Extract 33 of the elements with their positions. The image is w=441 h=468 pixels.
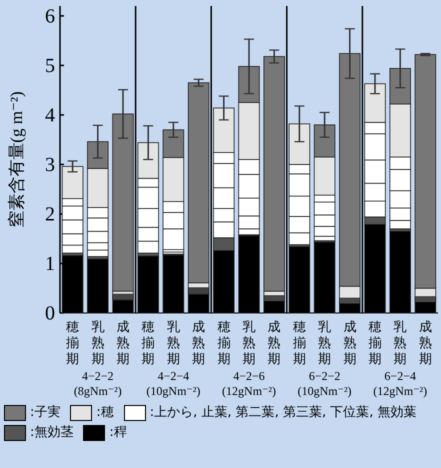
text: 6−2−2 (10gNm⁻²)	[298, 369, 352, 398]
text: 4−2−2 (8gNm⁻²)	[74, 369, 122, 398]
x-tick-label: 乳熟期	[91, 319, 104, 366]
y-tick-label: 5	[45, 54, 55, 77]
x-tick-label: 乳熟期	[166, 319, 180, 366]
y-tick-label: 0	[45, 302, 55, 324]
y-tick-label: 6	[45, 5, 55, 28]
x-tick-label: 成熟期	[116, 319, 130, 366]
legend-label: :穂	[96, 404, 114, 422]
x-tick-label: 穂揃期	[66, 319, 80, 366]
x-tick-label: 乳熟期	[242, 319, 256, 366]
legend-label: :無効茎	[30, 424, 74, 442]
text: 4−2−6 (12gNm⁻²)	[222, 369, 276, 398]
x-tick-label: 穂揃期	[142, 319, 155, 366]
x-tick-label: 成熟期	[418, 319, 432, 366]
y-tick-label: 3	[45, 154, 55, 176]
x-tick-label: 穂揃期	[368, 319, 382, 366]
x-tick-label: 成熟期	[268, 319, 281, 366]
x-tick-label: 乳熟期	[318, 319, 332, 366]
legend-label: :稈	[109, 424, 127, 442]
text: 4−2−4 (10gNm⁻²)	[146, 369, 200, 398]
x-tick-label: 成熟期	[343, 319, 356, 366]
y-tick-label: 1	[45, 252, 55, 275]
x-tick-label: 乳熟期	[394, 319, 407, 366]
legend-label: :子実	[30, 404, 60, 422]
x-tick-label: 穂揃期	[292, 319, 306, 366]
y-tick-label: 2	[45, 203, 55, 226]
y-tick-label: 4	[45, 104, 55, 126]
text: 6−2−4 (12gNm⁻²)	[373, 369, 428, 398]
y-axis-title: 窒素含有量(g m⁻²)	[7, 91, 26, 228]
x-tick-label: 穂揃期	[217, 319, 230, 366]
x-tick-label: 成熟期	[192, 319, 206, 366]
legend-label: :上から, 止葉, 第二葉, 第三葉, 下位葉, 無効葉	[150, 404, 416, 422]
